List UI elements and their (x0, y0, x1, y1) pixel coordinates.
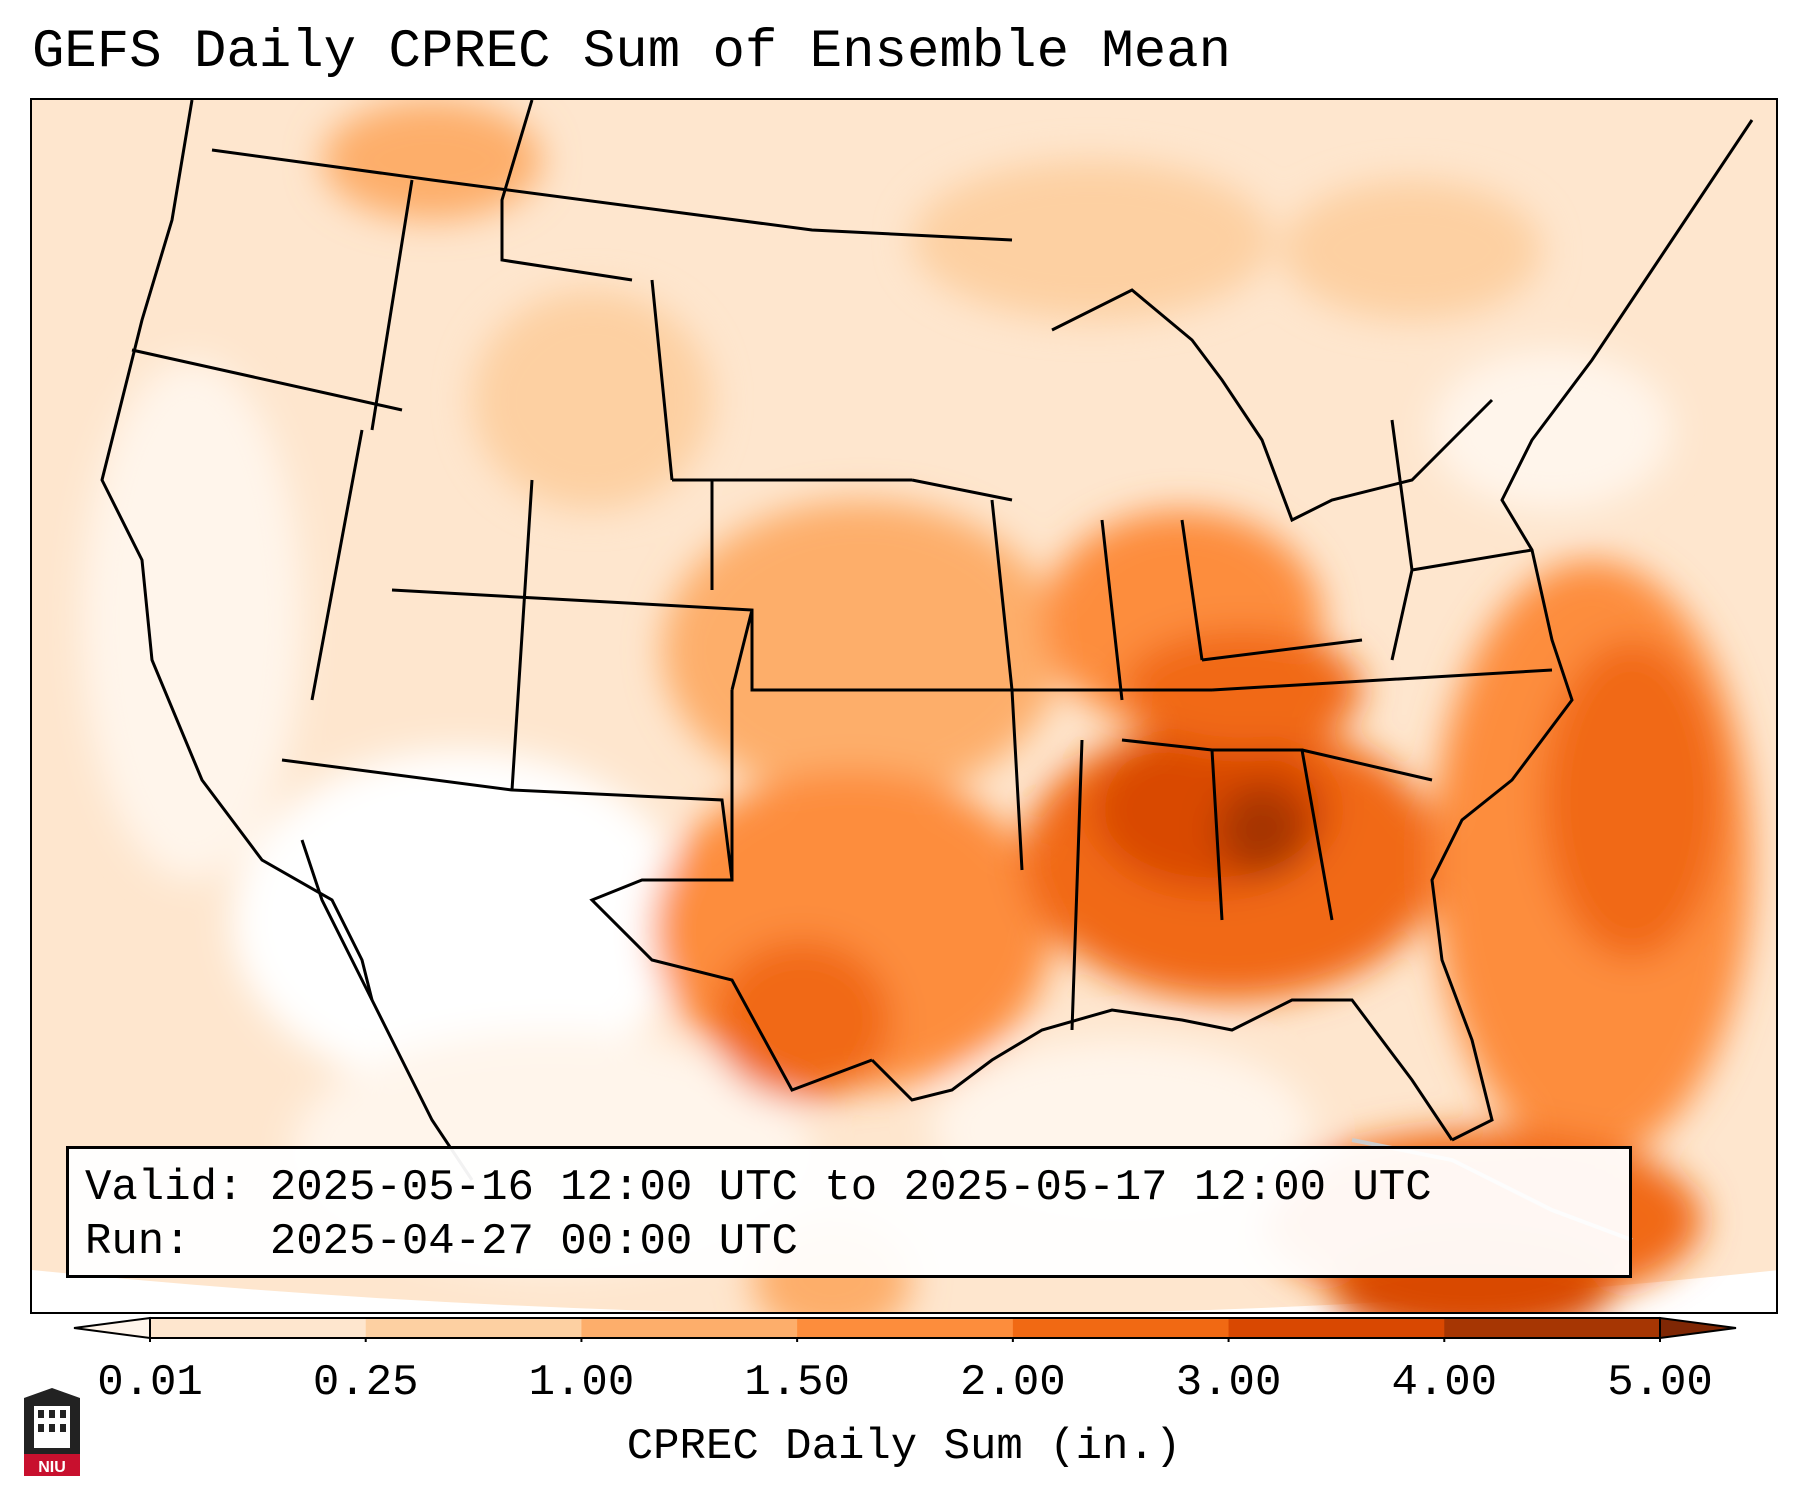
logo-text: NIU (38, 1459, 66, 1476)
colorbar-tick-label: 0.25 (312, 1358, 419, 1408)
west-coastline (100, 100, 374, 1001)
colorbar-segment (1012, 1318, 1230, 1338)
colorbar-tick-label: 4.00 (1391, 1358, 1498, 1408)
precipitation-map (30, 98, 1778, 1314)
colorbar-segment (365, 1318, 582, 1338)
colorbar (73, 1316, 1737, 1342)
valid-run-box: Valid: 2025-05-16 12:00 UTC to 2025-05-1… (66, 1146, 1632, 1278)
baja-coastline (300, 839, 474, 1181)
colorbar-tick-label: 0.01 (97, 1358, 203, 1408)
map-title: GEFS Daily CPREC Sum of Ensemble Mean (32, 22, 1231, 83)
colorbar-segment (1444, 1318, 1661, 1338)
texas-border (589, 690, 873, 1092)
colorbar-segment (1228, 1318, 1445, 1338)
colorbar-tick-label: 5.00 (1607, 1358, 1713, 1408)
niu-logo: NIU (24, 1388, 80, 1476)
colorbar-tick-label: 1.50 (744, 1358, 850, 1408)
colorbar-segment (150, 1318, 367, 1338)
canada-border (211, 148, 1013, 242)
gulf-coastline (870, 998, 1454, 1141)
colorbar-segment (797, 1318, 1014, 1338)
colorbar-outline (149, 1317, 1661, 1339)
colorbar-max-extension (1659, 1316, 1737, 1340)
colorbar-ticks (149, 1338, 1661, 1342)
run-time: Run: 2025-04-27 00:00 UTC (85, 1217, 798, 1267)
east-coastline (1430, 119, 1754, 1142)
colorbar-tick-label: 3.00 (1175, 1358, 1282, 1408)
valid-time: Valid: 2025-05-16 12:00 UTC to 2025-05-1… (85, 1163, 1432, 1213)
state-lines (131, 100, 1553, 1031)
colorbar-label: CPREC Daily Sum (in.) (626, 1422, 1182, 1472)
colorbar-tick-label: 1.00 (528, 1358, 635, 1408)
colorbar-segment (581, 1318, 798, 1338)
great-lakes (1051, 288, 1494, 523)
colorbar-tick-label: 2.00 (960, 1358, 1066, 1408)
map-canvas (32, 100, 1776, 1312)
boundary-lines (100, 100, 1754, 1181)
colorbar-min-extension (73, 1316, 151, 1340)
colorbar-segments (73, 1316, 1737, 1340)
